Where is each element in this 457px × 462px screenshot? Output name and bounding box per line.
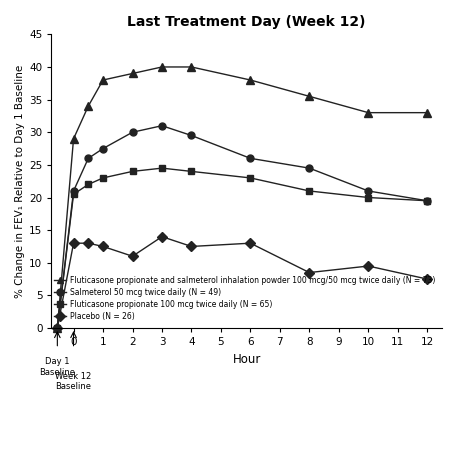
Y-axis label: % Change in FEV₁ Relative to Day 1 Baseline: % Change in FEV₁ Relative to Day 1 Basel… xyxy=(15,65,25,298)
Title: Last Treatment Day (Week 12): Last Treatment Day (Week 12) xyxy=(128,15,366,29)
Text: Day 1
Baseline: Day 1 Baseline xyxy=(39,358,75,377)
X-axis label: Hour: Hour xyxy=(233,353,261,365)
Legend: Fluticasone propionate and salmeterol inhalation powder 100 mcg/50 mcg twice dai: Fluticasone propionate and salmeterol in… xyxy=(52,273,438,324)
Text: Week 12
Baseline: Week 12 Baseline xyxy=(55,372,92,391)
